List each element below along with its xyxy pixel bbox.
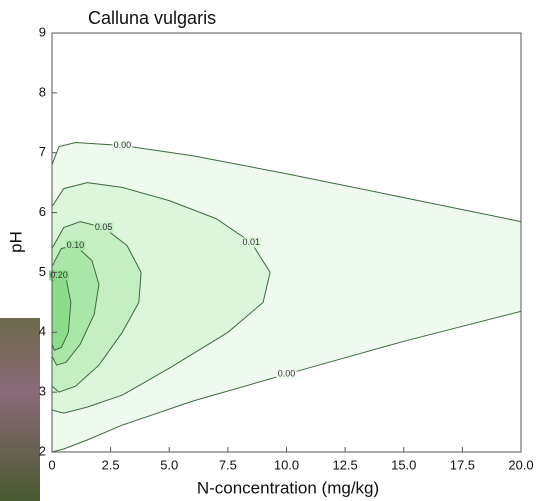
y-tick-label: 9 — [39, 24, 46, 39]
y-tick-label: 7 — [39, 144, 46, 159]
contour-label: 0.20 — [50, 270, 68, 280]
x-tick-label: 20.0 — [508, 457, 533, 472]
chart-title: Calluna vulgaris — [88, 8, 216, 28]
x-tick-label: 10.0 — [274, 457, 299, 472]
contour-label-bg — [112, 140, 133, 151]
y-tick-label: 5 — [39, 264, 46, 279]
x-tick-label: 12.5 — [332, 457, 357, 472]
y-tick-label: 4 — [39, 324, 46, 339]
x-axis-title: N-concentration (mg/kg) — [197, 478, 379, 497]
contour-label: 0.00 — [278, 369, 296, 379]
y-tick-label: 3 — [39, 384, 46, 399]
contour-label: 0.01 — [243, 237, 261, 247]
contour-label-bg — [49, 270, 70, 281]
x-tick-label: 2.5 — [102, 457, 120, 472]
y-tick-label: 6 — [39, 204, 46, 219]
x-tick-label: 15.0 — [391, 457, 416, 472]
x-tick-label: 0 — [48, 457, 55, 472]
contour-label-bg — [241, 237, 262, 248]
y-tick-label: 8 — [39, 84, 46, 99]
contour-label: 0.05 — [95, 222, 113, 232]
contour-label-bg — [65, 240, 86, 251]
x-tick-label: 5.0 — [160, 457, 178, 472]
y-axis-title: pH — [6, 231, 25, 253]
x-tick-label: 17.5 — [450, 457, 475, 472]
contour-label-bg — [93, 222, 114, 233]
y-tick-label: 2 — [39, 443, 46, 458]
contour-label-bg — [276, 369, 297, 380]
contour-label: 0.10 — [67, 240, 85, 250]
x-tick-label: 7.5 — [219, 457, 237, 472]
photo-fragment — [0, 318, 40, 501]
contour-label: 0.00 — [114, 140, 132, 150]
